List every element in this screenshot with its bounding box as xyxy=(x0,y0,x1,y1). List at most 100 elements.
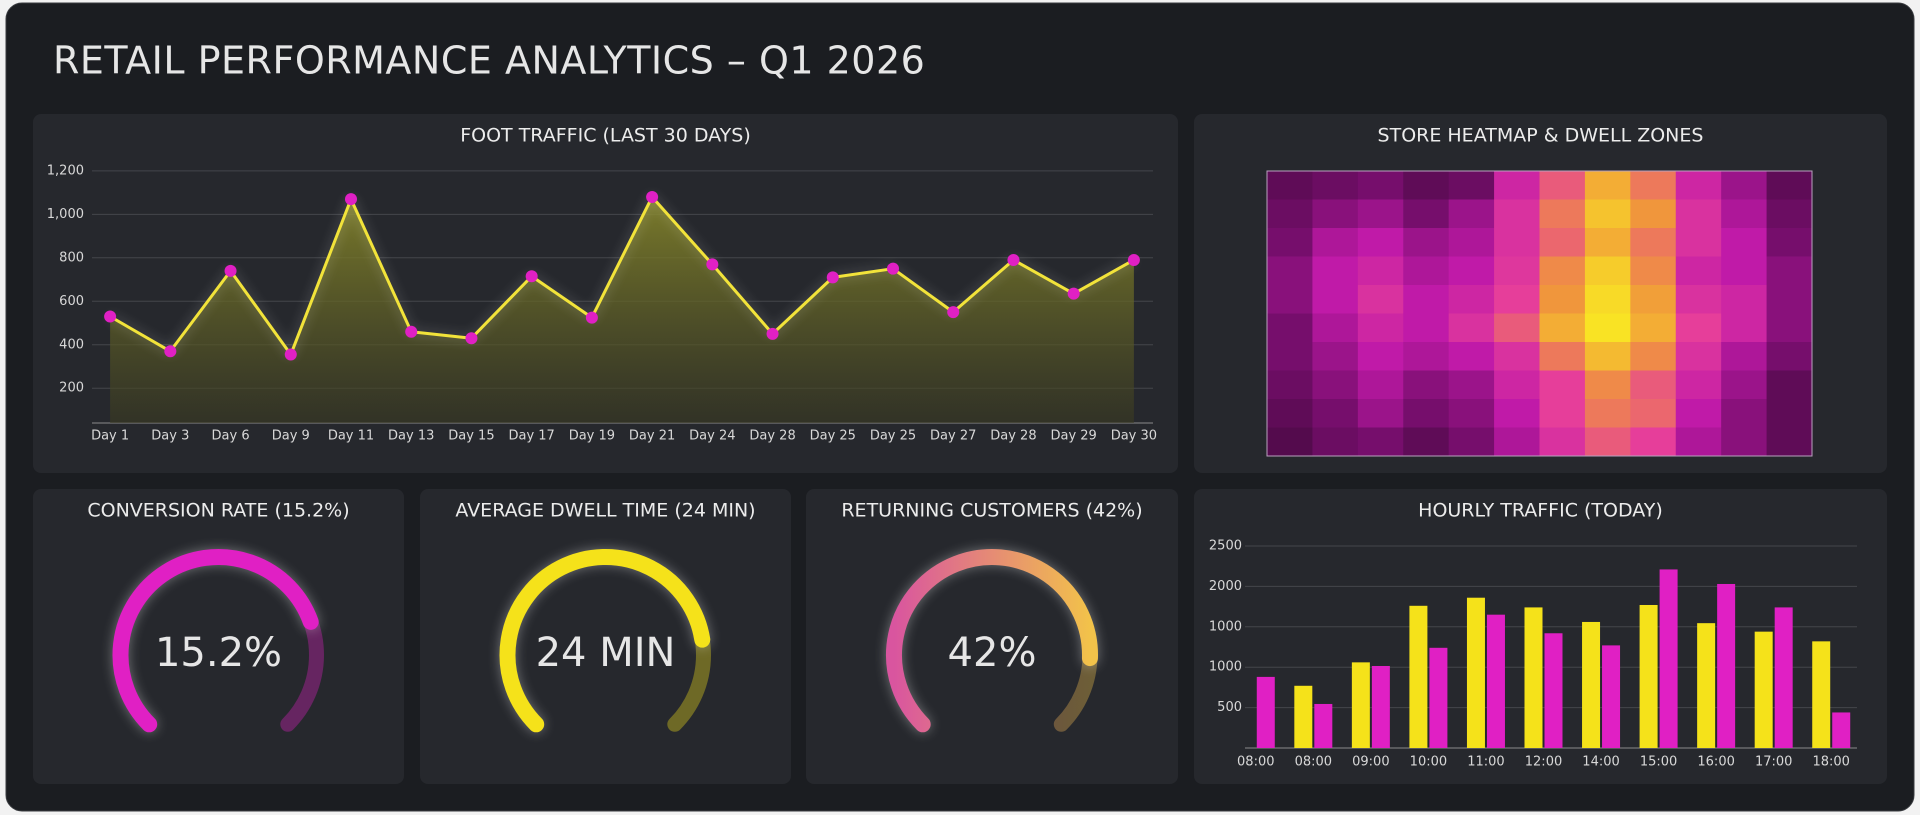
bar xyxy=(1314,703,1333,748)
heat-cell xyxy=(1539,342,1586,371)
heat-cell xyxy=(1675,399,1722,428)
heat-cell xyxy=(1448,370,1495,400)
heat-cell xyxy=(1267,370,1313,400)
x-tick-label: Day 17 xyxy=(508,429,554,444)
heat-cell xyxy=(1494,171,1540,200)
x-tick-label: Day 25 xyxy=(810,429,856,444)
heat-cell xyxy=(1675,228,1722,257)
bar xyxy=(1659,569,1678,748)
y-tick-label: 2500 xyxy=(1209,539,1242,554)
heat-cell xyxy=(1494,256,1540,286)
x-tick-label: Day 29 xyxy=(1050,429,1096,444)
heat-cell xyxy=(1766,399,1813,428)
heat-cell xyxy=(1312,313,1359,343)
marker xyxy=(465,332,478,345)
heat-cell xyxy=(1539,199,1586,229)
heat-cell xyxy=(1675,370,1722,400)
heat-cell xyxy=(1721,342,1768,371)
y-tick-label: 2000 xyxy=(1209,579,1242,594)
heat-cell xyxy=(1584,228,1631,257)
heat-cell xyxy=(1721,399,1768,428)
heat-cell xyxy=(1494,370,1540,400)
x-tick-label: 08:00 xyxy=(1295,755,1332,770)
heat-cell xyxy=(1494,427,1540,457)
marker xyxy=(947,306,960,319)
heat-cell xyxy=(1675,256,1722,286)
heat-cell xyxy=(1357,199,1404,229)
heat-cell xyxy=(1357,399,1404,428)
heat-cell xyxy=(1357,256,1404,286)
x-tick-label: Day 24 xyxy=(689,429,735,444)
panel-title: HOURLY TRAFFIC (TODAY) xyxy=(1418,500,1663,522)
x-tick-label: Day 15 xyxy=(448,429,494,444)
heat-cell xyxy=(1539,399,1586,428)
heat-cell xyxy=(1357,171,1404,200)
heat-cell xyxy=(1584,171,1631,200)
heat-cell xyxy=(1630,399,1677,428)
marker xyxy=(1007,253,1020,266)
heat-cell xyxy=(1494,199,1540,229)
heat-cell xyxy=(1721,427,1768,457)
heat-cell xyxy=(1448,399,1495,428)
heat-cell xyxy=(1766,199,1813,229)
heat-cell xyxy=(1448,285,1495,314)
heat-cell xyxy=(1448,199,1495,229)
heat-cell xyxy=(1584,285,1631,314)
heat-cell xyxy=(1448,427,1495,457)
heat-cell xyxy=(1539,228,1586,257)
bar xyxy=(1524,607,1543,748)
heat-cell xyxy=(1357,313,1404,343)
heat-cell xyxy=(1721,313,1768,343)
heat-cell xyxy=(1539,313,1586,343)
bar xyxy=(1697,623,1716,748)
heat-cell xyxy=(1721,228,1768,257)
y-tick-label: 200 xyxy=(59,381,84,396)
heat-cell xyxy=(1494,399,1540,428)
heat-cell xyxy=(1721,370,1768,400)
y-tick-label: 600 xyxy=(59,294,84,309)
panel-title: STORE HEATMAP & DWELL ZONES xyxy=(1378,125,1704,147)
heat-cell xyxy=(1630,370,1677,400)
heat-cell xyxy=(1403,285,1450,314)
marker xyxy=(887,262,899,275)
gauge-arc xyxy=(112,549,319,733)
heat-cell xyxy=(1448,313,1495,343)
heat-cell xyxy=(1267,313,1313,343)
heat-cell xyxy=(1403,228,1450,257)
heat-cell xyxy=(1403,256,1450,286)
heat-cell xyxy=(1766,171,1813,200)
heat-cell xyxy=(1312,228,1359,257)
marker xyxy=(405,325,418,338)
heat-cell xyxy=(1630,313,1677,343)
heat-cell xyxy=(1267,171,1313,200)
y-tick-label: 400 xyxy=(59,337,84,352)
y-tick-label: 1000 xyxy=(1209,660,1242,675)
heat-cell xyxy=(1312,285,1359,314)
heat-cell xyxy=(1312,399,1359,428)
panel-title: RETURNING CUSTOMERS (42%) xyxy=(841,500,1142,522)
heat-cell xyxy=(1267,399,1313,428)
bar xyxy=(1466,597,1485,748)
x-tick-label: 16:00 xyxy=(1697,755,1734,770)
x-tick-label: 08:00 xyxy=(1237,755,1274,770)
marker xyxy=(345,193,357,206)
heat-cell xyxy=(1675,427,1722,457)
panel-title: AVERAGE DWELL TIME (24 MIN) xyxy=(455,500,755,522)
heat-cell xyxy=(1584,256,1631,286)
line xyxy=(109,195,1135,357)
heat-cell xyxy=(1630,228,1677,257)
x-tick-label: 18:00 xyxy=(1812,755,1849,770)
heat-cell xyxy=(1312,256,1359,286)
heat-cell xyxy=(1539,370,1586,400)
heat-cell xyxy=(1403,313,1450,343)
marker xyxy=(525,270,538,283)
marker xyxy=(766,327,779,340)
heat-cell xyxy=(1584,427,1631,457)
y-tick-label: 800 xyxy=(59,250,84,265)
gauge-value: 15.2% xyxy=(155,630,282,676)
bar xyxy=(1639,604,1658,748)
heat-cell xyxy=(1630,285,1677,314)
x-tick-label: 11:00 xyxy=(1467,755,1504,770)
panel-title: FOOT TRAFFIC (LAST 30 DAYS) xyxy=(460,125,751,147)
